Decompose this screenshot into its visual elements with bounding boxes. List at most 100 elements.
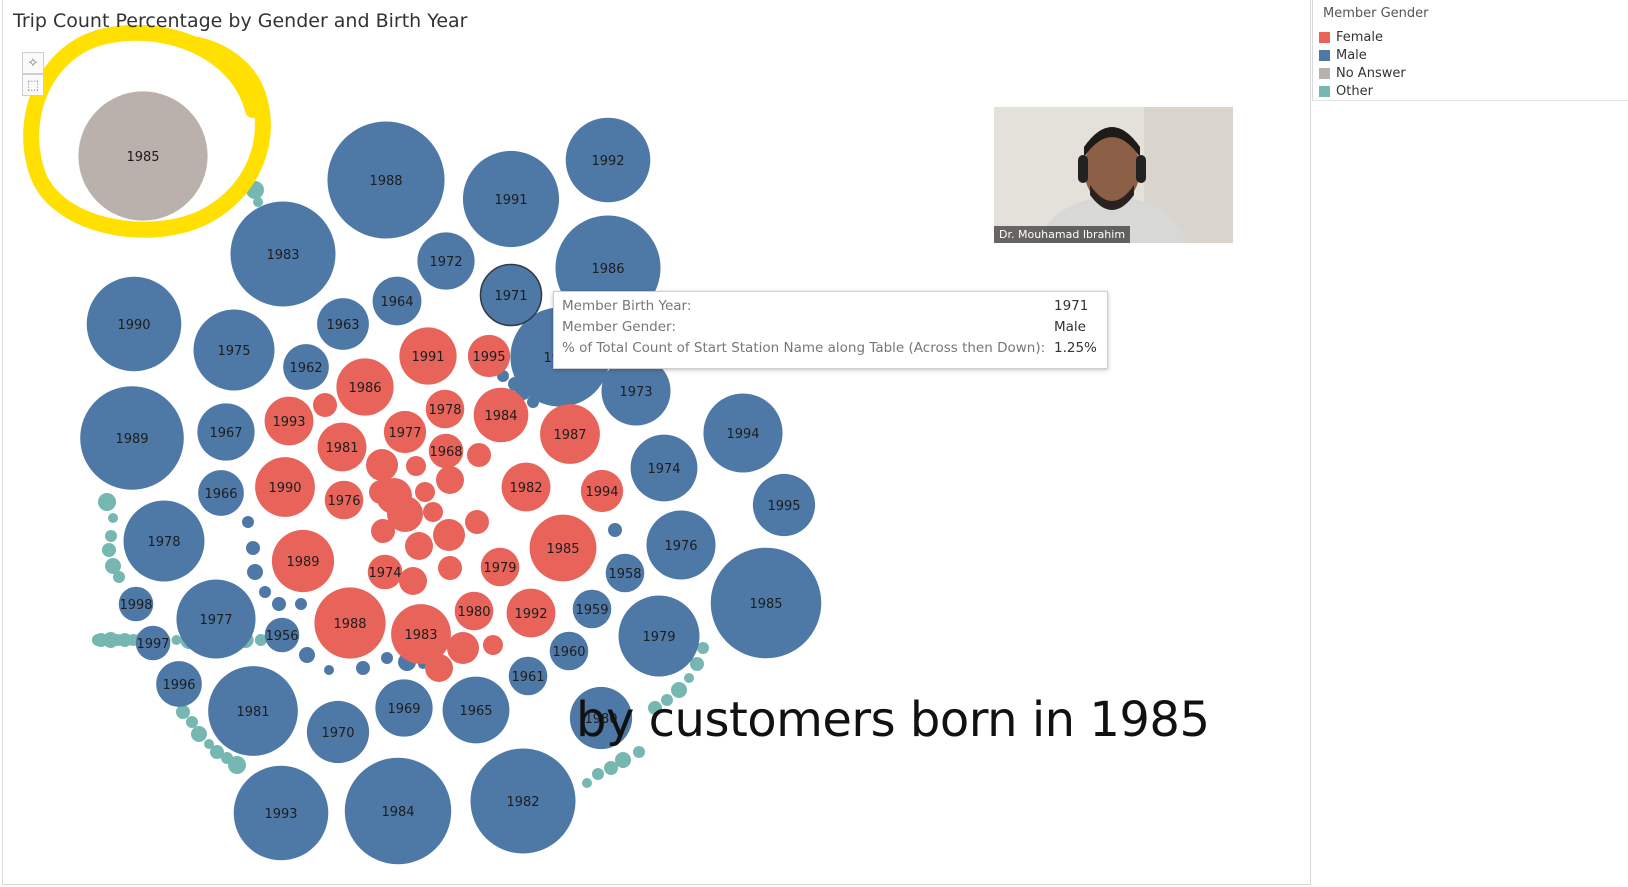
small-bubble[interactable] xyxy=(105,530,117,542)
bubble-mark[interactable] xyxy=(198,470,244,516)
bubble-mark[interactable] xyxy=(479,263,543,327)
bubble-female-1993[interactable]: 1993 xyxy=(264,396,314,446)
bubble-male-1981[interactable]: 1981 xyxy=(208,666,298,756)
bubble-male-1983[interactable]: 1983 xyxy=(230,201,336,307)
bubble-mark[interactable] xyxy=(569,686,633,750)
bubble-male-1965[interactable]: 1965 xyxy=(442,676,510,744)
bubble-male-1985[interactable]: 1985 xyxy=(710,547,822,659)
bubble-female-1968[interactable]: 1968 xyxy=(428,433,464,469)
small-bubble[interactable] xyxy=(299,647,315,663)
bubble-male-1959[interactable]: 1959 xyxy=(572,589,612,629)
small-bubble[interactable] xyxy=(253,197,263,207)
bubble-male-1990[interactable]: 1990 xyxy=(86,276,182,372)
small-bubble[interactable] xyxy=(371,519,395,543)
small-bubble[interactable] xyxy=(191,726,207,742)
bubble-female-1995[interactable]: 1995 xyxy=(467,334,511,378)
bubble-male-1992[interactable]: 1992 xyxy=(565,117,651,203)
small-bubble[interactable] xyxy=(113,571,125,583)
bubble-mark[interactable] xyxy=(118,586,154,622)
bubble-female-1982[interactable]: 1982 xyxy=(501,462,551,512)
bubble-mark[interactable] xyxy=(630,434,698,502)
small-bubble[interactable] xyxy=(91,634,104,646)
small-bubble[interactable] xyxy=(608,523,622,537)
bubble-mark[interactable] xyxy=(549,631,589,671)
bubble-mark[interactable] xyxy=(306,700,370,764)
small-bubble[interactable] xyxy=(399,567,427,595)
bubble-mark[interactable] xyxy=(467,334,511,378)
bubble-male-1997[interactable]: 1997 xyxy=(135,625,171,661)
bubble-male-1958[interactable]: 1958 xyxy=(605,553,645,593)
bubble-male-1961[interactable]: 1961 xyxy=(508,656,548,696)
bubble-male-1969[interactable]: 1969 xyxy=(375,679,433,737)
bubble-mark[interactable] xyxy=(506,588,556,638)
small-bubble[interactable] xyxy=(433,519,465,551)
bubble-mark[interactable] xyxy=(480,547,520,587)
small-bubble[interactable] xyxy=(405,532,433,560)
small-bubble[interactable] xyxy=(228,756,246,774)
bubble-mark[interactable] xyxy=(572,589,612,629)
bubble-mark[interactable] xyxy=(473,387,529,443)
bubble-mark[interactable] xyxy=(391,604,451,664)
small-bubble[interactable] xyxy=(369,480,393,504)
small-bubble[interactable] xyxy=(415,482,435,502)
bubble-mark[interactable] xyxy=(417,232,475,290)
small-bubble[interactable] xyxy=(176,705,190,719)
bubble-mark[interactable] xyxy=(367,554,403,590)
bubble-mark[interactable] xyxy=(327,121,445,239)
bubble-female-1979[interactable]: 1979 xyxy=(480,547,520,587)
small-bubble[interactable] xyxy=(186,716,198,728)
small-bubble[interactable] xyxy=(467,443,491,467)
bubble-male-1962[interactable]: 1962 xyxy=(283,344,329,390)
bubble-mark[interactable] xyxy=(197,403,255,461)
bubble-male-1976[interactable]: 1976 xyxy=(646,510,716,580)
bubble-mark[interactable] xyxy=(123,500,205,582)
bubble-mark[interactable] xyxy=(383,410,427,454)
bubble-female-1987[interactable]: 1987 xyxy=(540,404,600,464)
bubble-female-1985[interactable]: 1985 xyxy=(529,514,597,582)
small-bubble[interactable] xyxy=(259,586,271,598)
bubble-male-1980[interactable]: 1980 xyxy=(569,686,633,750)
small-bubble[interactable] xyxy=(648,701,662,715)
bubble-mark[interactable] xyxy=(540,404,600,464)
small-bubble[interactable] xyxy=(582,778,592,788)
small-bubble[interactable] xyxy=(295,598,307,610)
bubble-female-1976[interactable]: 1976 xyxy=(324,480,364,520)
bubble-male-1960[interactable]: 1960 xyxy=(549,631,589,671)
bubble-male-1995[interactable]: 1995 xyxy=(752,473,816,537)
small-bubble[interactable] xyxy=(436,466,464,494)
bubble-male-1978[interactable]: 1978 xyxy=(123,500,205,582)
bubble-mark[interactable] xyxy=(264,396,314,446)
small-bubble[interactable] xyxy=(406,456,426,476)
bubble-mark[interactable] xyxy=(428,433,464,469)
bubble-mark[interactable] xyxy=(135,625,171,661)
bubble-male-1971[interactable]: 1971 xyxy=(479,263,543,327)
small-bubble[interactable] xyxy=(356,661,370,675)
bubble-mark[interactable] xyxy=(271,529,335,593)
legend-item-male[interactable]: Male xyxy=(1319,46,1367,64)
bubble-mark[interactable] xyxy=(264,617,300,653)
bubble-mark[interactable] xyxy=(176,579,256,659)
bubble-male-1979[interactable]: 1979 xyxy=(618,595,700,677)
bubble-mark[interactable] xyxy=(193,309,275,391)
small-bubble[interactable] xyxy=(313,393,337,417)
bubble-marks[interactable]: 1985 1988 1985 1984 1986 1983 1982 1989 1987 1991… xyxy=(78,91,822,865)
small-bubble[interactable] xyxy=(366,449,398,481)
small-bubble[interactable] xyxy=(108,513,118,523)
bubble-male-1966[interactable]: 1966 xyxy=(198,470,244,516)
small-bubble[interactable] xyxy=(592,768,604,780)
bubble-mark[interactable] xyxy=(336,358,394,416)
bubble-male-1963[interactable]: 1963 xyxy=(317,298,369,350)
small-bubble[interactable] xyxy=(615,752,631,768)
small-bubble[interactable] xyxy=(102,543,116,557)
small-bubble[interactable] xyxy=(684,673,694,683)
bubble-male-1974[interactable]: 1974 xyxy=(630,434,698,502)
bubble-mark[interactable] xyxy=(78,91,208,221)
bubble-male-1994[interactable]: 1994 xyxy=(703,393,783,473)
bubble-mark[interactable] xyxy=(344,757,452,865)
pin-icon[interactable]: ✧ xyxy=(22,52,44,74)
bubble-mark[interactable] xyxy=(399,327,457,385)
bubble-mark[interactable] xyxy=(255,457,315,517)
bubble-male-1977[interactable]: 1977 xyxy=(176,579,256,659)
small-bubble[interactable] xyxy=(210,745,224,759)
bubble-male-1975[interactable]: 1975 xyxy=(193,309,275,391)
